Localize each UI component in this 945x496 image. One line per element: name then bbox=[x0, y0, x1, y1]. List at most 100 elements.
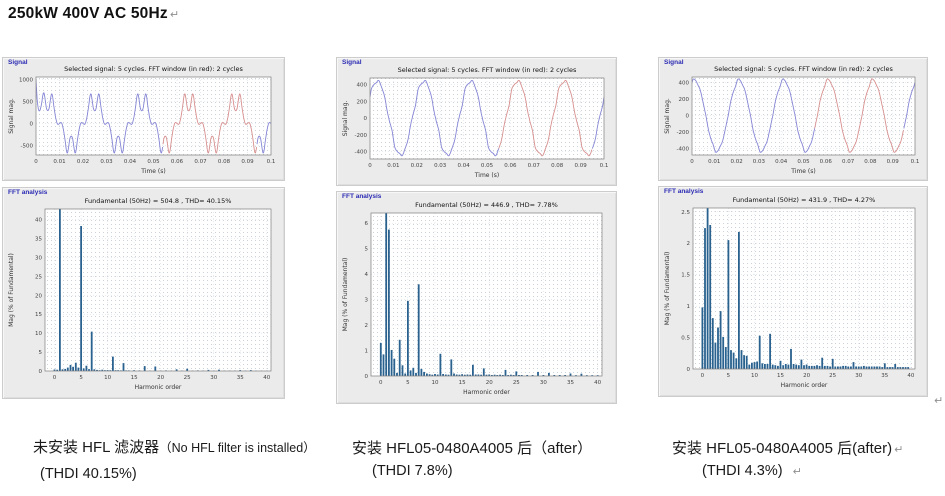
x-tick-label: 0 bbox=[368, 163, 372, 169]
x-axis-label: Time (s) bbox=[140, 168, 165, 175]
x-tick-label: 5 bbox=[79, 375, 83, 381]
y-axis-label: Signal mag. bbox=[8, 98, 15, 134]
y-tick-label: 3 bbox=[365, 298, 369, 304]
waveform-red-fft-window bbox=[814, 78, 904, 153]
paragraph-mark: ↵ bbox=[792, 466, 802, 478]
y-tick-label: 0 bbox=[687, 367, 691, 373]
matlab-fft-window-after-filter-2: Signal -400 -200 0 200 400 0 0.01 0.02 0.03 0.04 0.… bbox=[658, 57, 928, 397]
x-tick-label: 15 bbox=[777, 373, 784, 379]
y-tick-label: 35 bbox=[35, 237, 42, 243]
y-tick-label: 25 bbox=[35, 274, 42, 280]
x-tick-label: 0.04 bbox=[775, 159, 788, 165]
x-tick-label: 0.06 bbox=[820, 159, 833, 165]
y-tick-label: 10 bbox=[35, 331, 42, 337]
y-tick-label: -200 bbox=[355, 133, 368, 139]
caption-1-text: 未安装 HFL 滤波器 bbox=[33, 439, 160, 456]
waveform-blue-segment bbox=[591, 96, 604, 149]
x-tick-label: 0.09 bbox=[241, 159, 254, 165]
y-tick-label: 500 bbox=[23, 100, 34, 106]
x-tick-label: 0.06 bbox=[504, 163, 517, 169]
y-tick-label: 0 bbox=[365, 374, 369, 380]
caption-2-thdi-text: (THDI 7.8%) bbox=[372, 463, 453, 479]
fft-analysis-group-box: FFT analysis 0 5 10 15 20 25 30 35 40 0 5 10 15 20 25 30… bbox=[2, 187, 285, 399]
y-tick-label: 30 bbox=[35, 255, 42, 261]
y-tick-label: -200 bbox=[677, 130, 690, 136]
fft-plot-svg: 0 5 10 15 20 25 30 35 40 0 5 10 15 20 25 30 35 40 Fundamen… bbox=[8, 197, 272, 391]
paragraph-mark: ↵ bbox=[934, 395, 944, 407]
x-tick-label: 0 bbox=[690, 159, 694, 165]
y-tick-label: 200 bbox=[679, 97, 690, 103]
x-axis-label: Time (s) bbox=[790, 168, 815, 175]
signal-group-box: Signal -400 -200 0 200 400 0 0.01 0.02 0.03 0.04 0.… bbox=[336, 57, 617, 186]
plot-title: Selected signal: 5 cycles. FFT window (i… bbox=[714, 65, 893, 73]
x-tick-label: 35 bbox=[567, 380, 574, 386]
y-tick-label: 0 bbox=[30, 121, 34, 127]
fft-group-label: FFT analysis bbox=[8, 189, 48, 196]
x-tick-label: 20 bbox=[157, 375, 164, 381]
x-axis-label: Harmonic order bbox=[781, 382, 828, 389]
waveform-blue-segment bbox=[692, 78, 816, 153]
x-tick-label: 40 bbox=[263, 375, 270, 381]
waveform-blue-segment bbox=[256, 122, 271, 154]
x-tick-label: 0.08 bbox=[551, 163, 564, 169]
x-tick-label: 40 bbox=[907, 373, 914, 379]
y-axis-label: Mag (% of Fundamental) bbox=[342, 258, 349, 332]
harmonic-bars bbox=[379, 213, 599, 376]
y-tick-label: -400 bbox=[355, 149, 368, 155]
y-tick-label: 1 bbox=[365, 349, 369, 355]
caption-3-thdi: (THDI 4.3%) ↵ bbox=[702, 463, 802, 479]
y-axis-label: Mag (% of Fundamental) bbox=[8, 253, 15, 327]
x-tick-label: 0.02 bbox=[77, 159, 89, 165]
x-tick-label: 0.03 bbox=[434, 163, 447, 169]
signal-waveform bbox=[370, 79, 604, 157]
x-tick-label: 0.07 bbox=[194, 159, 207, 165]
x-tick-label: 0.02 bbox=[730, 159, 742, 165]
x-tick-label: 0.07 bbox=[842, 159, 855, 165]
signal-group-box: Signal -500 0 500 1000 0 0.01 0.02 0.03 0.04 0.05 0… bbox=[2, 57, 285, 181]
x-tick-label: 0 bbox=[34, 159, 38, 165]
waveform-red-fft-window bbox=[498, 79, 593, 157]
x-tick-label: 0.09 bbox=[574, 163, 587, 169]
signal-group-label: Signal bbox=[342, 59, 362, 66]
x-tick-label: 0.01 bbox=[53, 159, 65, 165]
x-tick-label: 0.03 bbox=[100, 159, 113, 165]
y-tick-label: 400 bbox=[357, 83, 368, 89]
signal-plot-svg: -400 -200 0 200 400 0 0.01 0.02 0.03 0.04 0.05 0.06… bbox=[664, 65, 920, 175]
x-tick-label: 0.02 bbox=[411, 163, 423, 169]
x-tick-label: 0.05 bbox=[481, 163, 494, 169]
x-tick-label: 35 bbox=[881, 373, 888, 379]
fft-analysis-group-box: FFT analysis 0 0.5 1 1.5 2 2.5 0 5 10 15 20 25 30 35 40… bbox=[658, 186, 928, 397]
plot-title: Fundamental (50Hz) = 504.8 , THD= 40.15% bbox=[85, 197, 232, 205]
y-tick-label: -500 bbox=[21, 143, 34, 149]
y-tick-label: 5 bbox=[39, 350, 43, 356]
caption-2-thdi: (THDI 7.8%) bbox=[372, 463, 453, 479]
y-tick-label: 1.5 bbox=[681, 273, 690, 279]
plot-title: Selected signal: 5 cycles. FFT window (i… bbox=[64, 65, 243, 73]
y-tick-label: 0.5 bbox=[681, 336, 690, 342]
x-tick-label: 0.08 bbox=[218, 159, 231, 165]
y-tick-label: 4 bbox=[365, 272, 369, 278]
waveform-blue-segment bbox=[370, 79, 500, 157]
x-tick-label: 0.1 bbox=[911, 159, 920, 165]
x-tick-label: 15 bbox=[459, 380, 466, 386]
x-tick-label: 15 bbox=[131, 375, 138, 381]
x-tick-label: 0.1 bbox=[600, 163, 609, 169]
fft-group-label: FFT analysis bbox=[664, 188, 704, 195]
y-tick-label: 200 bbox=[357, 99, 368, 105]
caption-3-text: 安装 HFL05-0480A4005 后(after) bbox=[672, 440, 893, 457]
fft-analysis-group-box: FFT analysis 0 1 2 3 4 5 6 0 5 10 15 20 25 30 35 40 Funda… bbox=[336, 191, 617, 404]
x-tick-label: 0.03 bbox=[753, 159, 766, 165]
y-tick-label: -400 bbox=[677, 146, 690, 152]
y-tick-label: 2 bbox=[687, 241, 691, 247]
waveform-blue-segment bbox=[903, 82, 915, 129]
signal-plot-svg: -500 0 500 1000 0 0.01 0.02 0.03 0.04 0.05 0.06 0.0… bbox=[8, 65, 275, 175]
fft-plot-svg: 0 0.5 1 1.5 2 2.5 0 5 10 15 20 25 30 35 40 Fundamental … bbox=[664, 196, 916, 389]
x-tick-label: 40 bbox=[594, 380, 601, 386]
paragraph-mark: ↵ bbox=[169, 9, 180, 21]
caption-1-line-1: 未安装 HFL 滤波器（No HFL filter is installed） bbox=[33, 436, 316, 457]
x-tick-label: 30 bbox=[210, 375, 217, 381]
y-tick-label: 0 bbox=[39, 369, 43, 375]
x-tick-label: 5 bbox=[406, 380, 410, 386]
x-axis-label: Harmonic order bbox=[463, 389, 510, 396]
x-tick-label: 0.04 bbox=[457, 163, 470, 169]
